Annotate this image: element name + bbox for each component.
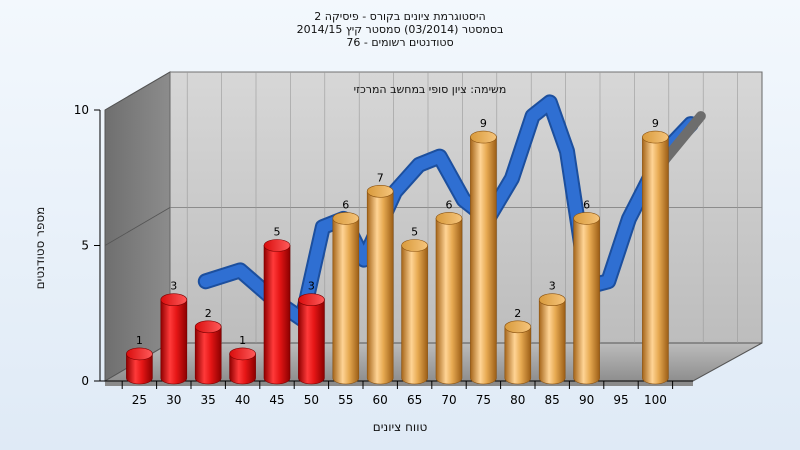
bar-80: 2	[504, 307, 532, 385]
data-label: 2	[514, 307, 521, 320]
bar-body	[504, 326, 532, 385]
bar-cap	[470, 130, 497, 144]
data-label: 3	[308, 280, 315, 293]
x-tick-label: 25	[132, 393, 147, 407]
data-label: 6	[342, 198, 349, 211]
bar-25: 1	[126, 334, 153, 385]
y-tick-label: 0	[81, 374, 89, 388]
bar-cap	[298, 293, 325, 307]
bar-body	[332, 218, 360, 385]
x-tick-label: 100	[644, 393, 667, 407]
bar-70: 6	[435, 198, 463, 385]
x-tick-label: 35	[201, 393, 216, 407]
bar-body	[160, 299, 188, 385]
y-tick-label: 10	[74, 103, 89, 117]
x-tick-label: 50	[304, 393, 319, 407]
bar-30: 3	[160, 280, 188, 385]
data-label: 2	[205, 307, 212, 320]
x-tick-label: 65	[407, 393, 422, 407]
floor-front-edge	[105, 381, 693, 386]
x-axis-label: טווח ציונים	[373, 420, 428, 434]
data-label: 1	[239, 334, 246, 347]
data-label: 9	[480, 117, 487, 130]
bar-75: 9	[470, 117, 497, 385]
y-axis-label: מספר סטודנטים	[33, 207, 47, 290]
x-tick-label: 80	[510, 393, 525, 407]
gridline-left	[104, 207, 171, 246]
x-tick-label: 85	[545, 393, 560, 407]
bar-40: 1	[229, 334, 256, 385]
bar-body	[538, 299, 566, 385]
bar-body	[229, 353, 256, 385]
data-label: 5	[274, 226, 281, 239]
bar-cap	[573, 212, 600, 225]
x-tick-label: 70	[441, 393, 456, 407]
bar-cap	[332, 212, 360, 225]
chart-subtitle: משימה: ציון סופי במחשב המרכזי	[354, 83, 507, 96]
data-label: 3	[549, 280, 556, 293]
bar-45: 5	[263, 226, 291, 385]
bar-60: 7	[366, 171, 394, 385]
bar-100: 9	[642, 117, 669, 385]
bar-body	[470, 136, 497, 385]
bar-cap	[126, 347, 153, 361]
chart-title-block: היסטוגרמת ציונים בקורס - פיסיקה 2 בסמסטר…	[0, 10, 800, 49]
bar-50: 3	[298, 280, 325, 385]
x-tick-label: 30	[166, 393, 181, 407]
bar-body	[435, 218, 463, 385]
bar-90: 6	[573, 198, 600, 385]
data-label: 3	[170, 280, 177, 293]
data-label: 6	[446, 198, 453, 211]
x-tick-label: 95	[613, 393, 628, 407]
x-tick-label: 60	[373, 393, 388, 407]
bar-cap	[538, 293, 566, 307]
bar-cap	[401, 239, 428, 252]
bar-cap	[263, 239, 291, 252]
chart-registered: סטודנטים רשומים - 76	[346, 36, 454, 49]
bar-body	[298, 299, 325, 385]
chart-semester: בסמסטר (03/2014) סמסטר קיץ 2014/15	[296, 23, 504, 36]
x-tick-label: 90	[579, 393, 594, 407]
bar-cap	[194, 320, 222, 334]
data-label: 6	[583, 198, 590, 211]
bar-cap	[229, 347, 256, 361]
data-label: 1	[136, 334, 143, 347]
y-tick-label: 5	[81, 239, 89, 253]
data-label: 7	[377, 171, 384, 184]
bar-body	[366, 191, 394, 385]
bar-55: 6	[332, 198, 360, 385]
bar-cap	[160, 293, 188, 307]
bar-body	[401, 245, 428, 385]
x-tick-label: 45	[269, 393, 284, 407]
bar-65: 5	[401, 226, 428, 385]
bar-85: 3	[538, 280, 566, 385]
bar-body	[573, 218, 600, 385]
gridline-left	[104, 71, 171, 111]
bar-body	[126, 353, 153, 385]
bar-35: 2	[194, 307, 222, 385]
bar-cap	[504, 320, 532, 334]
data-label: 5	[411, 226, 418, 239]
data-label: 9	[652, 117, 659, 130]
x-tick-label: 55	[338, 393, 353, 407]
bar-body	[642, 136, 669, 385]
x-tick-label: 75	[476, 393, 491, 407]
bar-cap	[435, 212, 463, 225]
x-tick-label: 40	[235, 393, 250, 407]
chart-title: היסטוגרמת ציונים בקורס - פיסיקה 2	[314, 10, 486, 23]
bar-cap	[366, 185, 394, 198]
bar-cap	[642, 130, 669, 144]
bar-body	[194, 326, 222, 385]
bar-body	[263, 245, 291, 385]
